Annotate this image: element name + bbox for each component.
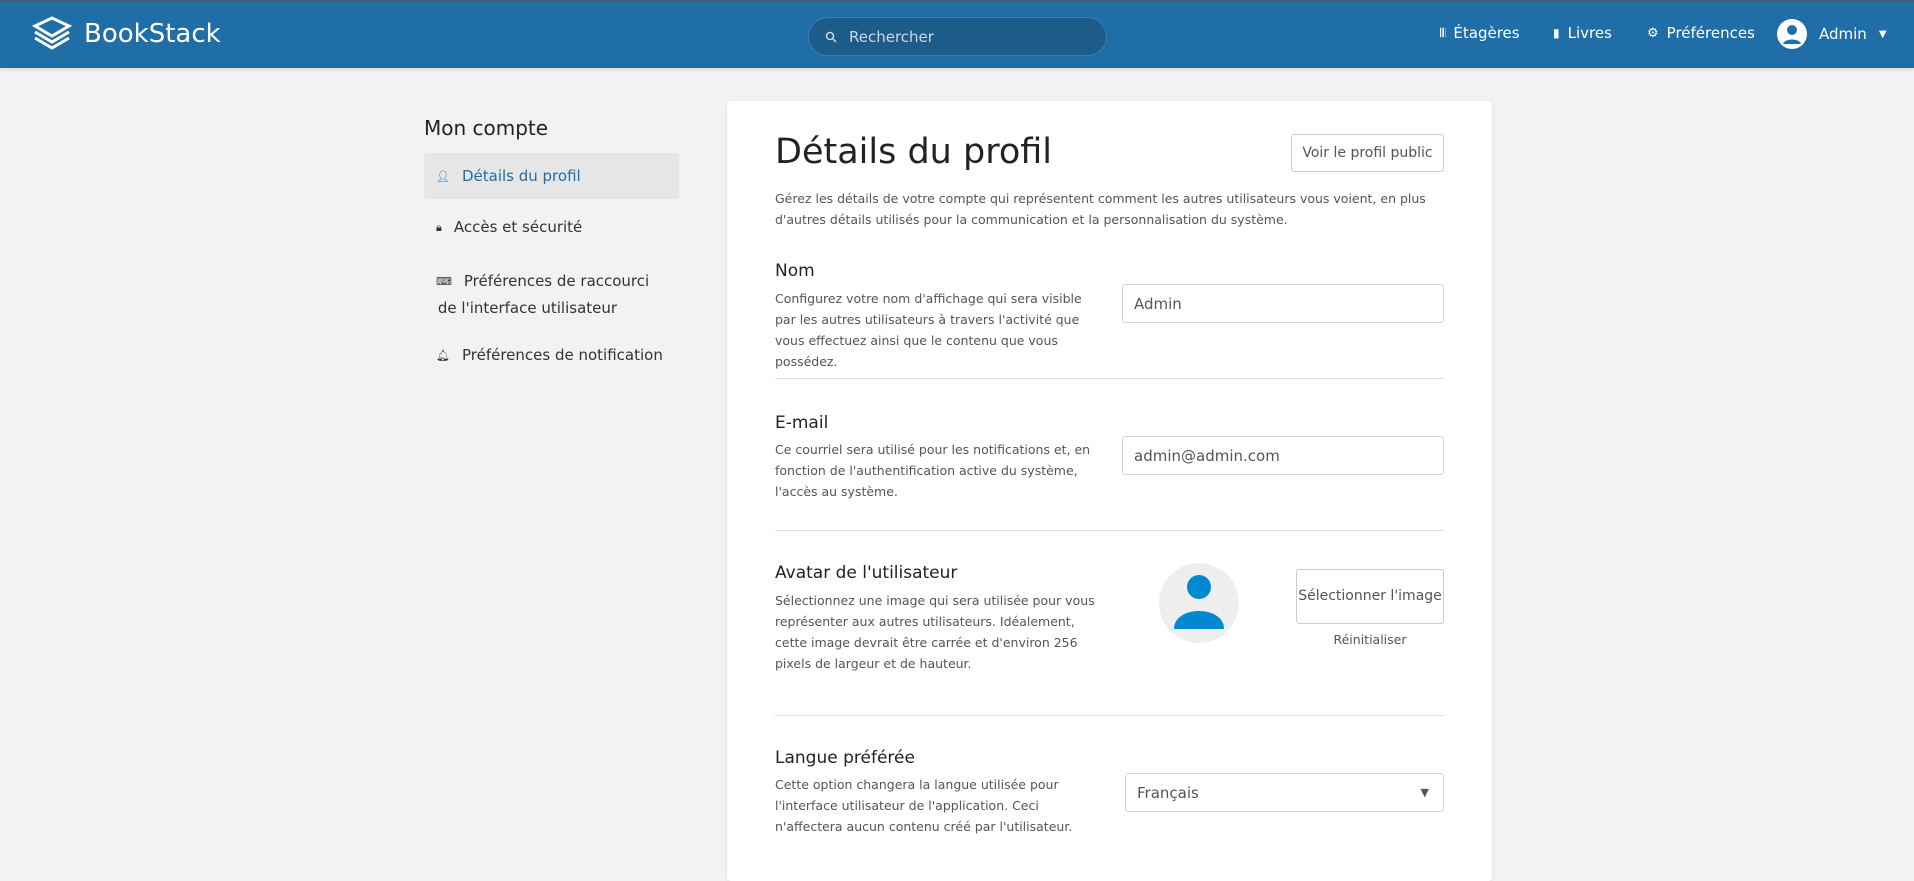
divider [775,715,1444,716]
language-description: Cette option changera la langue utilisée… [775,777,1073,834]
reset-avatar-link[interactable]: Réinitialiser [1333,632,1407,647]
user-icon: 👤︎ [436,169,450,183]
email-input[interactable] [1122,436,1444,475]
page-description: Gérez les détails de votre compte qui re… [775,191,1426,227]
name-input[interactable] [1122,284,1444,323]
sidebar-title: Mon compte [424,116,549,140]
divider [775,378,1444,379]
sidebar-item-label: Accès et sécurité [453,218,583,236]
sidebar-item-label: Préférences de notification [461,346,663,364]
sidebar-item-notifications[interactable]: 🔔︎ Préférences de notification [424,343,679,368]
nav-shelves-label: Étagères [1453,24,1520,42]
page-title: Détails du profil [775,132,1053,172]
language-label: Langue préférée [775,748,915,768]
lock-icon: 🔒︎ [436,221,442,234]
divider [775,530,1444,531]
app-logo[interactable]: BookStack [32,16,221,52]
bookstack-logo-icon [32,16,72,50]
sidebar-item-label: Détails du profil [461,166,581,185]
name-label: Nom [775,261,815,281]
search-box[interactable] [808,17,1107,56]
avatar [1777,19,1807,49]
language-selected-value: Français [1137,783,1199,802]
shelves-icon: 𝄃𝄃 [1440,25,1446,40]
user-menu[interactable]: Admin ▼ [1777,19,1887,49]
gear-icon: ⚙ [1647,25,1659,41]
sidebar-item-profile[interactable]: 👤︎ Détails du profil [424,153,679,199]
books-icon: ▮ [1553,26,1560,40]
nav-books[interactable]: ▮ Livres [1553,24,1612,42]
profile-card [727,101,1492,881]
nav-preferences-label: Préférences [1666,24,1755,42]
nav-shelves[interactable]: 𝄃𝄃 Étagères [1440,24,1520,42]
language-select[interactable]: Français ▼ [1125,773,1444,812]
view-public-profile-button[interactable]: Voir le profil public [1291,134,1444,172]
keyboard-icon: ⌨ [436,275,452,288]
email-label: E-mail [775,413,829,433]
bell-icon: 🔔︎ [436,349,450,362]
top-header: BookStack 𝄃𝄃 Étagères ▮ Livres ⚙ Préférence… [0,0,1914,68]
user-avatar-image [1159,563,1239,643]
search-icon [825,31,837,43]
user-name: Admin [1819,25,1867,43]
name-description: Configurez votre nom d'affichage qui ser… [775,291,1082,369]
nav-books-label: Livres [1567,24,1612,42]
search-input[interactable] [849,27,1089,46]
avatar-label: Avatar de l'utilisateur [775,563,958,583]
sidebar-item-label: Préférences de raccourci de l'interface … [437,272,650,317]
email-description: Ce courriel sera utilisé pour les notifi… [775,442,1091,499]
dropdown-arrow-icon: ▼ [1420,786,1429,799]
nav-preferences[interactable]: ⚙ Préférences [1647,24,1755,42]
select-image-button[interactable]: Sélectionner l'image [1296,569,1444,624]
sidebar-item-security[interactable]: 🔒︎ Accès et sécurité [424,215,679,240]
avatar-description: Sélectionnez une image qui sera utilisée… [775,593,1095,671]
chevron-down-icon: ▼ [1878,28,1887,40]
sidebar-item-shortcuts[interactable]: ⌨ Préférences de raccourci de l'interface… [424,268,679,322]
app-name: BookStack [84,19,221,49]
